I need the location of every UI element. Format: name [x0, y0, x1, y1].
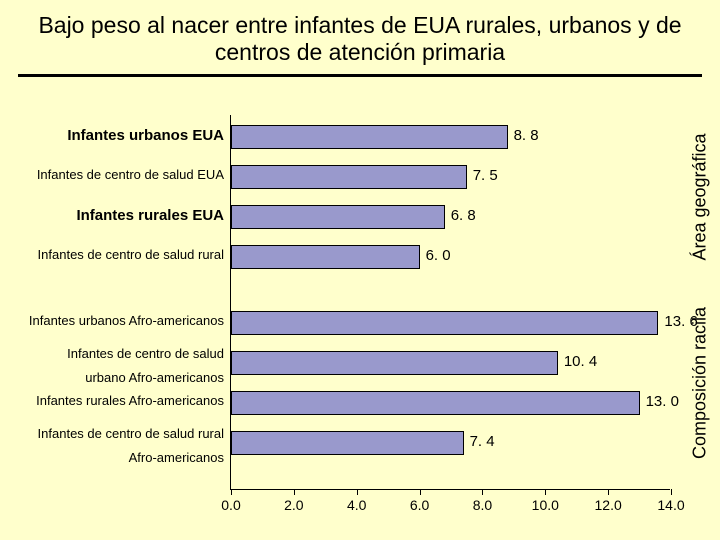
x-tick-label: 8.0 [473, 497, 492, 513]
bar [231, 391, 640, 415]
bar-value: 6. 8 [451, 207, 476, 224]
bar-value: 10. 4 [564, 353, 597, 370]
bar [231, 351, 558, 375]
bar-value: 7. 5 [473, 167, 498, 184]
x-tick [545, 489, 546, 495]
title-underline [18, 74, 702, 77]
bar-value: 7. 4 [470, 433, 495, 450]
bar-value: 6. 0 [426, 247, 451, 264]
x-tick-label: 10.0 [532, 497, 559, 513]
bar [231, 431, 464, 455]
bar [231, 125, 508, 149]
category-label: Infantes urbanos EUA [4, 128, 224, 145]
x-tick-label: 2.0 [284, 497, 303, 513]
category-label: Infantes de centro de salud EUA [4, 168, 224, 182]
category-label: Infantes rurales Afro-americanos [4, 394, 224, 408]
x-tick-label: 6.0 [410, 497, 429, 513]
category-label: Infantes de centro de salud ruralAfro-am… [4, 427, 224, 466]
bar-value: 8. 8 [514, 127, 539, 144]
bar [231, 165, 467, 189]
bar [231, 311, 658, 335]
bar [231, 245, 420, 269]
x-tick [294, 489, 295, 495]
x-tick [231, 489, 232, 495]
bar [231, 205, 445, 229]
category-label: Infantes de centro de salud rural [4, 248, 224, 262]
x-tick-label: 0.0 [221, 497, 240, 513]
x-tick [357, 489, 358, 495]
x-tick-label: 12.0 [595, 497, 622, 513]
x-tick [671, 489, 672, 495]
category-label: Infantes urbanos Afro-americanos [4, 314, 224, 328]
x-tick [482, 489, 483, 495]
chart-title: Bajo peso al nacer entre infantes de EUA… [0, 0, 720, 74]
category-label: Infantes rurales EUA [4, 208, 224, 225]
bar-value: 13. 0 [646, 393, 679, 410]
y-axis-group-label: Área geográfica [690, 133, 711, 260]
x-tick-label: 14.0 [657, 497, 684, 513]
x-tick [608, 489, 609, 495]
x-tick-label: 4.0 [347, 497, 366, 513]
category-label: Infantes de centro de saludurbano Afro-a… [4, 347, 224, 386]
x-tick [420, 489, 421, 495]
y-axis-group-label: Composición racila [690, 307, 711, 459]
chart-plot-area: 0.02.04.06.08.010.012.014.08. 87. 56. 86… [230, 115, 670, 490]
